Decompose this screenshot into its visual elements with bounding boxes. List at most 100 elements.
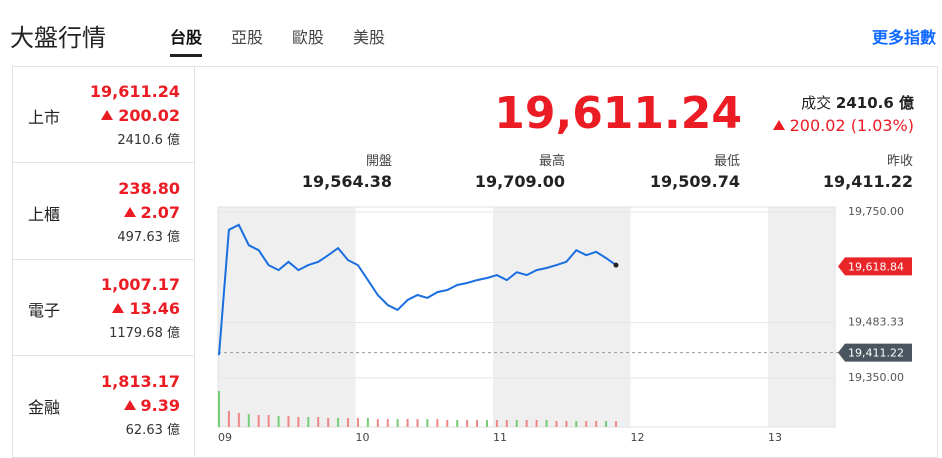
volume-bar bbox=[485, 420, 488, 427]
volume-bar bbox=[545, 420, 548, 427]
x-tick-label: 13 bbox=[768, 431, 782, 444]
volume-bar bbox=[227, 411, 230, 427]
session-band bbox=[218, 207, 356, 427]
volume-bar bbox=[515, 420, 518, 427]
index-change: 200.02 bbox=[101, 106, 180, 125]
volume-bar bbox=[495, 420, 498, 427]
volume-bar bbox=[356, 418, 359, 427]
index-name: 上市 bbox=[28, 108, 61, 127]
prev_close-label: 19,411.22 bbox=[848, 347, 904, 360]
volume-bar bbox=[565, 421, 568, 427]
volume-bar bbox=[426, 419, 429, 427]
volume-bar bbox=[555, 421, 558, 427]
volume-bar bbox=[386, 419, 389, 427]
prev_close-tag bbox=[838, 343, 912, 362]
volume-bar bbox=[615, 421, 617, 427]
volume-bar bbox=[535, 420, 538, 427]
stat-label: 最高 bbox=[538, 154, 565, 169]
index-value: 19,611.24 bbox=[89, 82, 180, 101]
volume-bar bbox=[317, 417, 320, 427]
volume-bar bbox=[575, 421, 578, 427]
volume-bar bbox=[327, 418, 330, 427]
volume-bar bbox=[525, 420, 528, 427]
volume-value: 2410.6 億 bbox=[835, 94, 914, 112]
stat-value: 19,709.00 bbox=[474, 172, 565, 191]
volume-bar bbox=[247, 414, 250, 427]
tab[interactable]: 歐股 bbox=[292, 28, 325, 47]
last-point bbox=[613, 262, 619, 268]
index-card[interactable]: 上市 19,611.24 200.02 2410.6 億 bbox=[12, 66, 194, 163]
index-name: 金融 bbox=[28, 397, 61, 417]
volume-bar bbox=[436, 419, 439, 427]
volume-bar bbox=[416, 419, 419, 427]
volume-bar bbox=[347, 418, 350, 427]
tab[interactable]: 台股 bbox=[170, 24, 203, 57]
volume-label: 成交 bbox=[801, 94, 832, 112]
volume-bar bbox=[476, 420, 479, 427]
volume-bar bbox=[466, 420, 469, 427]
index-change: 9.39 bbox=[123, 396, 180, 415]
volume-bar bbox=[237, 413, 240, 427]
change-value: 200.02 bbox=[789, 116, 846, 135]
volume-bar bbox=[376, 419, 379, 427]
x-tick-label: 09 bbox=[218, 431, 232, 444]
volume: 成交 2410.6 億 bbox=[801, 92, 914, 113]
index-change: 2.07 bbox=[123, 202, 180, 222]
x-tick-label: 12 bbox=[631, 431, 645, 444]
volume-bar bbox=[446, 420, 449, 427]
tab[interactable]: 亞股 bbox=[231, 28, 264, 47]
index-card[interactable]: 金融 1,813.17 9.39 62.63 億 bbox=[12, 356, 194, 452]
stat-label: 昨收 bbox=[886, 154, 913, 169]
divider bbox=[194, 66, 195, 456]
volume-bar bbox=[585, 421, 588, 427]
volume-bar bbox=[337, 418, 340, 427]
index-volume: 62.63 億 bbox=[125, 422, 180, 438]
stat-value: 19,509.74 bbox=[649, 172, 740, 191]
change-value: 13.46 bbox=[129, 299, 180, 318]
volume-bar bbox=[218, 391, 220, 427]
volume-bar bbox=[366, 418, 369, 427]
y-tick-label: 19,750.00 bbox=[848, 205, 904, 218]
index-name: 上櫃 bbox=[28, 204, 61, 224]
index-name: 電子 bbox=[28, 301, 61, 320]
volume-bar bbox=[505, 420, 508, 427]
stat-value: 19,564.38 bbox=[301, 172, 392, 191]
volume-bar bbox=[287, 416, 290, 427]
session-band bbox=[493, 207, 631, 427]
index-value: 1,813.17 bbox=[101, 371, 180, 391]
stat-value: 19,411.22 bbox=[822, 172, 913, 191]
x-tick-label: 10 bbox=[356, 431, 370, 444]
index-change: 13.46 bbox=[112, 299, 180, 318]
volume-bar bbox=[605, 421, 608, 427]
last-label: 19,618.84 bbox=[848, 260, 904, 273]
change: 200.02 (1.03%) bbox=[772, 116, 914, 135]
volume-bar bbox=[456, 420, 459, 427]
volume-bar bbox=[297, 417, 300, 427]
index-volume: 497.63 億 bbox=[117, 229, 180, 245]
change-value: 200.02 bbox=[118, 106, 180, 125]
index-card[interactable]: 上櫃 238.80 2.07 497.63 億 bbox=[12, 163, 194, 260]
stat-label: 開盤 bbox=[365, 154, 392, 169]
price: 19,611.24 bbox=[494, 88, 742, 139]
index-value: 1,007.17 bbox=[101, 275, 180, 294]
volume-bar bbox=[406, 419, 409, 427]
more-link[interactable]: 更多指數 bbox=[871, 28, 936, 47]
x-tick-label: 11 bbox=[493, 431, 507, 444]
stat-label: 最低 bbox=[713, 154, 740, 169]
last-tag bbox=[838, 257, 912, 276]
change-value: 2.07 bbox=[140, 202, 180, 222]
session-band bbox=[768, 207, 835, 427]
price-line bbox=[218, 223, 617, 356]
index-volume: 2410.6 億 bbox=[117, 133, 180, 148]
index-value: 238.80 bbox=[118, 178, 180, 198]
volume-bar bbox=[396, 419, 399, 427]
volume-bar bbox=[307, 417, 310, 427]
volume-bar bbox=[257, 415, 260, 427]
volume-bar bbox=[277, 416, 280, 427]
tab[interactable]: 美股 bbox=[353, 28, 386, 47]
index-card[interactable]: 電子 1,007.17 13.46 1179.68 億 bbox=[12, 259, 194, 356]
y-tick-label: 19,483.33 bbox=[848, 316, 904, 329]
volume-bar bbox=[595, 421, 598, 427]
volume-bar bbox=[267, 415, 270, 427]
